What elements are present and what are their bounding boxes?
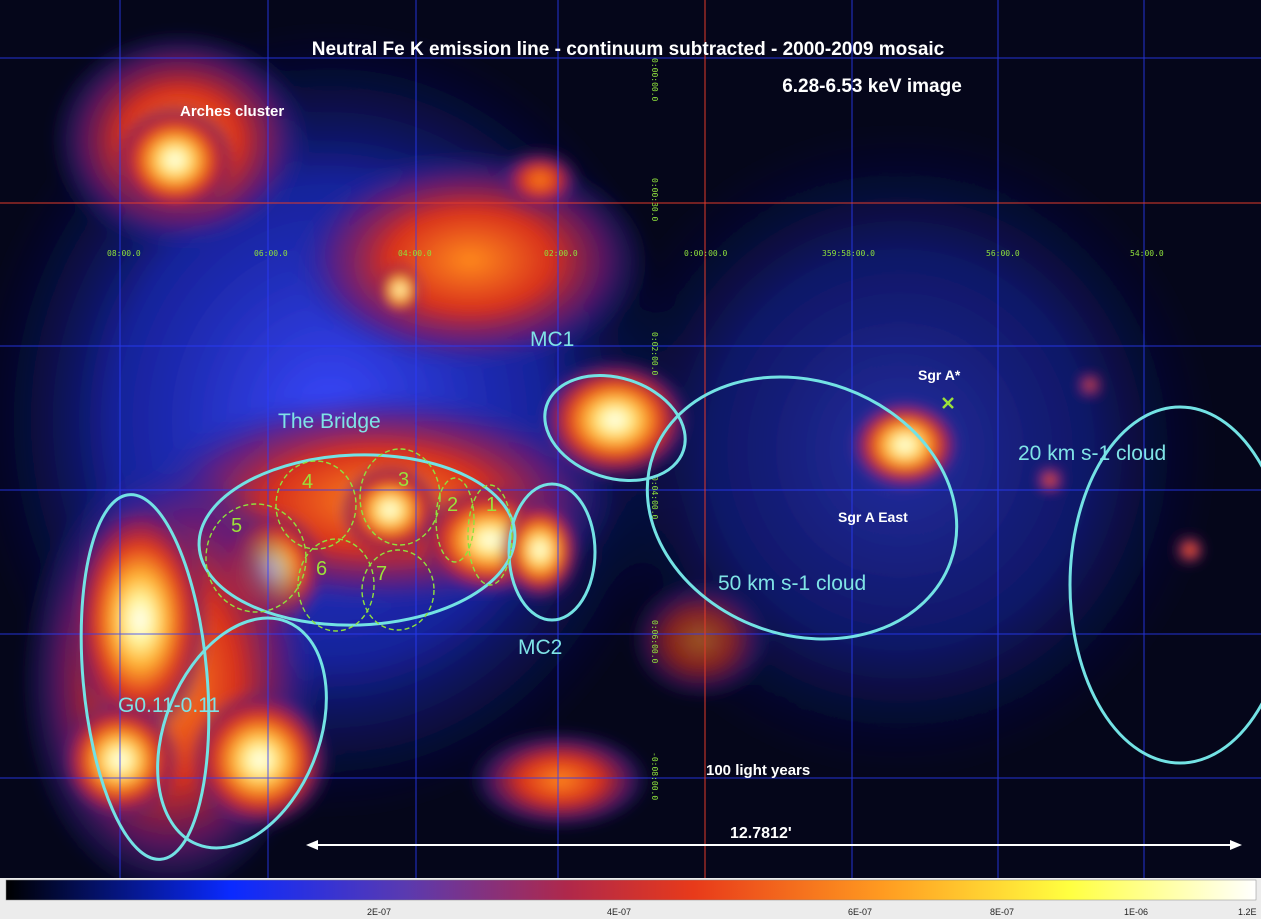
region-number: 1 [486,494,497,516]
arches-label: Arches cluster [180,103,284,120]
sgra-star-label: Sgr A* [918,367,961,383]
bridge-label: The Bridge [278,410,381,433]
region-6-circle[interactable] [297,538,375,632]
region-number: 3 [398,469,409,491]
g011-ellipse-left[interactable] [67,489,222,864]
coord-label: 04:00.0 [398,249,432,258]
region-2-circle[interactable] [435,477,475,563]
coord-label: 0:02:00.0 [650,332,659,376]
g011-label: G0.11-0.11 [118,694,220,717]
image-subtitle: 6.28-6.53 keV image [782,76,962,97]
cloud50-label: 50 km s-1 cloud [718,572,866,595]
sgra-marker-icon[interactable] [942,397,954,409]
coordinate-axes [0,0,1261,878]
coordinate-grid [0,0,1261,878]
region-number: 2 [447,494,458,516]
colorbar-ticks: 2E-07 4E-07 6E-07 8E-07 1E-06 1.2E [367,907,1257,917]
colorbar-tick: 2E-07 [367,907,391,917]
region-3-circle[interactable] [359,448,441,546]
region-number: 6 [316,558,327,580]
mc1-ellipse[interactable] [531,358,699,498]
sgra-east-label: Sgr A East [838,509,908,525]
colorbar-tick: 1.2E [1238,907,1257,917]
g011-ellipse-right[interactable] [126,593,359,873]
coord-label: -0:08:00.0 [650,752,659,800]
coord-label: 02:00.0 [544,249,578,258]
cloud20-label: 20 km s-1 cloud [1018,442,1166,465]
region-number: 5 [231,515,242,537]
mc1-label: MC1 [530,328,574,351]
image-title: Neutral Fe K emission line - continuum s… [312,39,945,60]
colorbar-tick: 1E-06 [1124,907,1148,917]
colorbar-tick: 4E-07 [607,907,631,917]
region-numbers: 1 2 3 4 5 6 7 [231,469,497,585]
mc2-ellipse[interactable] [507,482,597,622]
region-4-circle[interactable] [275,460,357,550]
coord-label: 0:00:00.0 [650,58,659,102]
coord-label: 06:00.0 [254,249,288,258]
region-ellipses [67,335,1261,873]
region-number: 4 [302,471,313,493]
bridge-ellipse[interactable] [196,450,518,631]
scale-bar [306,840,1242,850]
coordinate-labels: 08:00.0 06:00.0 04:00.0 02:00.0 0:00:00.… [107,58,1164,800]
region-1-circle[interactable] [467,484,513,586]
coord-label: 0:00:30.0 [650,178,659,222]
scale-bar-length: 12.7812' [730,825,792,842]
emission-map [0,20,1220,900]
coord-label: 0:06:00.0 [650,620,659,664]
scale-bar-title: 100 light years [706,762,810,779]
coord-label: 08:00.0 [107,249,141,258]
mc2-label: MC2 [518,636,562,659]
sub-region-circles [205,448,513,632]
colorbar-tick: 6E-07 [848,907,872,917]
coord-label: 54:00.0 [1130,249,1164,258]
cloud20-ellipse[interactable] [1068,405,1261,765]
colorbar[interactable] [5,879,1257,901]
coord-label: 0:00:00.0 [684,249,728,258]
coord-label: 359:58:00.0 [822,249,875,258]
region-7-circle[interactable] [361,549,435,631]
coord-label: 0:04:00.0 [650,476,659,520]
region-number: 7 [376,563,387,585]
cloud50-ellipse[interactable] [610,335,994,682]
colorbar-tick: 8E-07 [990,907,1014,917]
coord-label: 56:00.0 [986,249,1020,258]
